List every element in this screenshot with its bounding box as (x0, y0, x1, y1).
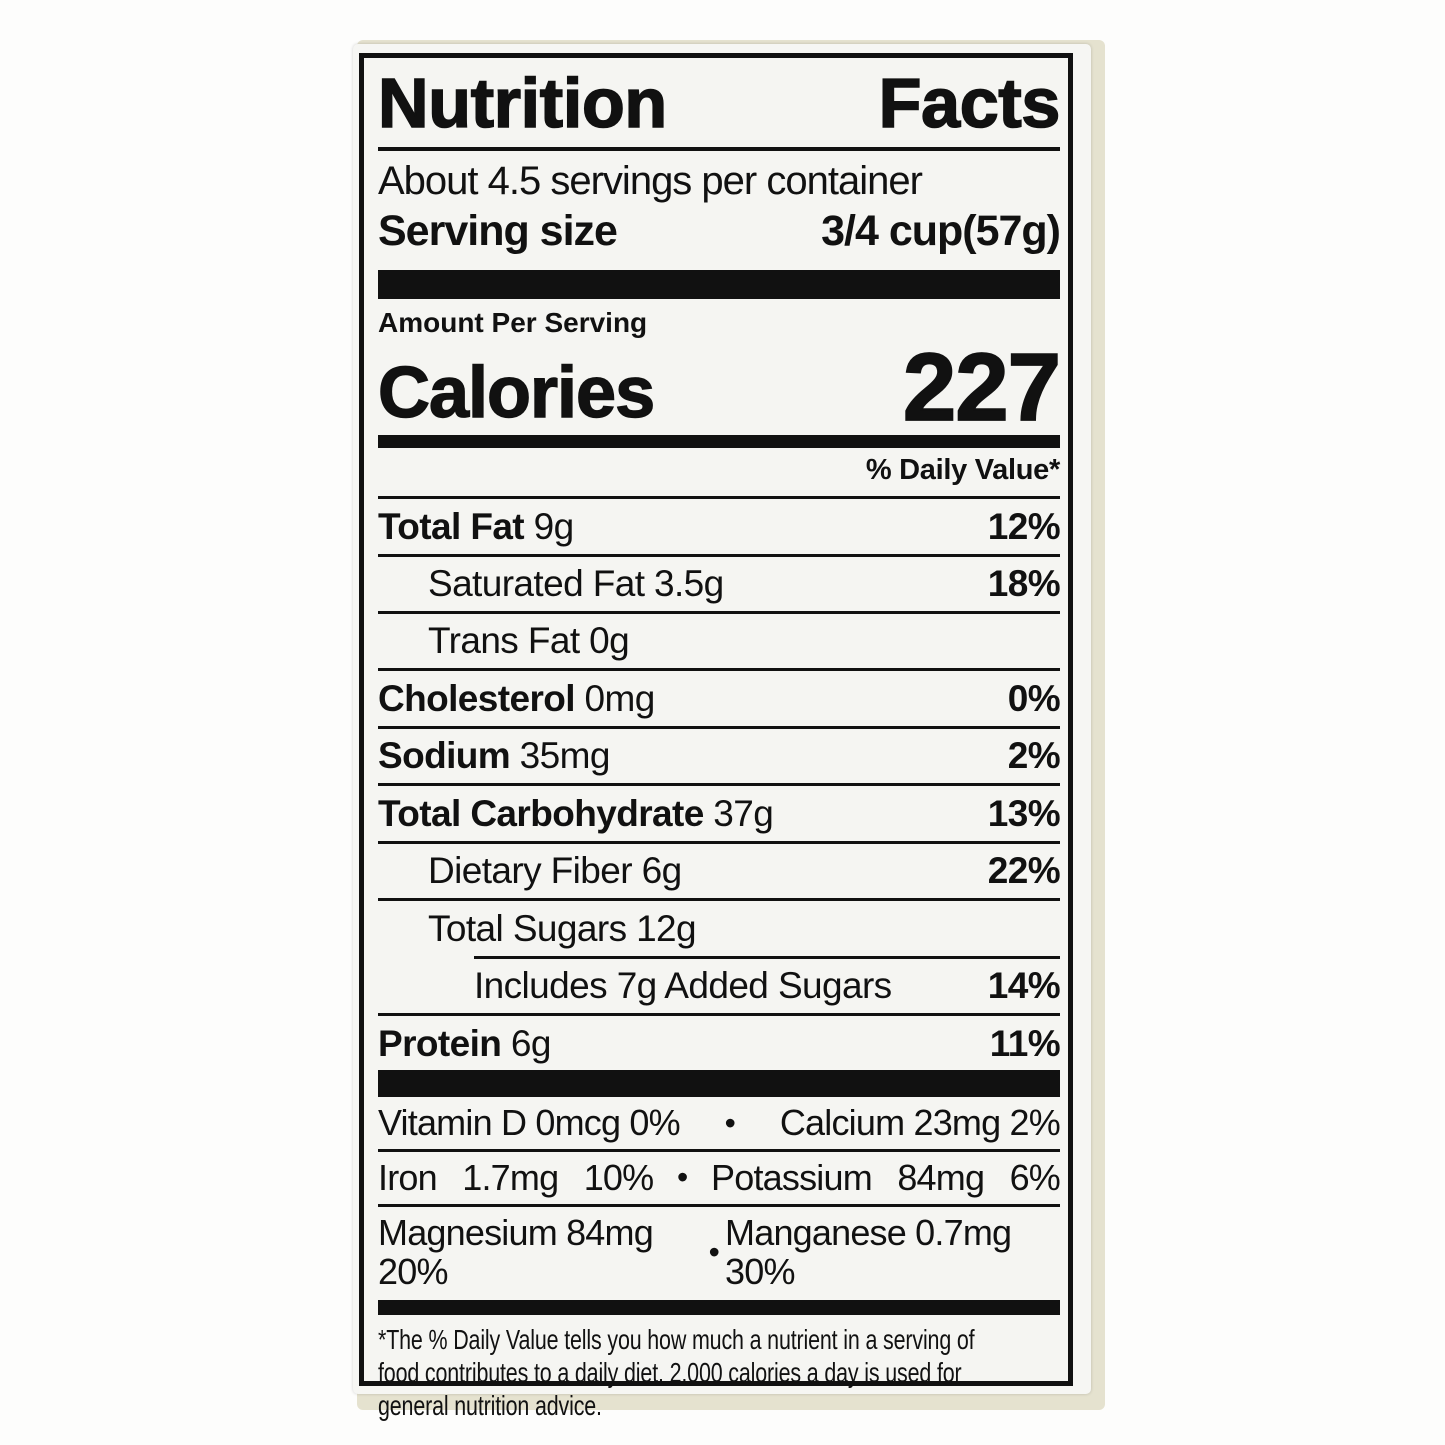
nutrient-amount: 0g (589, 620, 630, 662)
footnote-text: *The % Daily Value tells you how much a … (378, 1323, 1060, 1422)
nutrient-row-total-fat: Total Fat 9g 12% (378, 499, 1061, 553)
bullet-separator: • (677, 1159, 688, 1196)
nutrient-amount: 12g (636, 907, 697, 949)
bullet-separator: • (708, 1233, 720, 1270)
calories-row: Calories 227 (377, 333, 1062, 441)
micronutrient-right: Manganese 0.7mg 30% (725, 1211, 1012, 1293)
title-divider (378, 146, 1060, 151)
divider-bar-thick (378, 1070, 1060, 1098)
nutrient-name: Sodium (378, 735, 511, 777)
amount-per-serving-label: Amount Per Serving (378, 307, 648, 339)
daily-value-header: % Daily Value* (378, 448, 1060, 500)
nutrient-amount: 37g (713, 792, 774, 834)
nutrient-dv: 14% (987, 965, 1061, 1007)
nutrient-name: Total Sugars (428, 907, 627, 949)
nutrition-facts-title: Nutrition Facts (377, 64, 1061, 142)
calories-label: Calories (377, 353, 656, 434)
nutrient-amount: 35mg (519, 735, 611, 777)
nutrient-dv: 0% (1007, 677, 1061, 719)
nutrient-row-added-sugars: Includes 7g Added Sugars 14% (378, 955, 1061, 1013)
nutrient-row-sodium: Sodium 35mg 2% (378, 725, 1061, 783)
nutrient-name: Cholesterol (378, 677, 576, 719)
nutrient-name: Saturated Fat (428, 563, 645, 605)
nutrition-label-border: Nutrition Facts About 4.5 servings per c… (359, 53, 1073, 1421)
nutrient-row-protein: Protein 6g 11% (378, 1013, 1061, 1070)
nutrient-amount: 3.5g (654, 563, 724, 605)
micronutrient-row-magnesium-manganese: Magnesium 84mg 20% • Manganese 0.7mg 30% (378, 1203, 1060, 1298)
nutrient-dv: 13% (987, 792, 1061, 834)
nutrient-amount: 6g (641, 850, 683, 892)
serving-size-label: Serving size (378, 206, 618, 255)
footnote-line: general nutrition advice. (378, 1389, 602, 1421)
nutrient-name: Dietary Fiber (428, 850, 633, 892)
nutrient-row-dietary-fiber: Dietary Fiber 6g 22% (378, 840, 1061, 898)
nutrient-amount: 9g (533, 505, 575, 547)
serving-size-value: 3/4 cup(57g) (821, 206, 1061, 255)
nutrient-dv: 12% (987, 505, 1061, 547)
serving-size-row: Serving size 3/4 cup(57g) (378, 206, 1061, 256)
nutrient-name: Includes 7g Added Sugars (474, 965, 892, 1007)
micronutrient-right: Calcium 23mg 2% (779, 1102, 1061, 1144)
nutrient-dv: 2% (1007, 735, 1061, 777)
divider-bar-medium (378, 1299, 1060, 1315)
nutrient-dv: 18% (987, 563, 1061, 605)
footnote-line: *The % Daily Value tells you how much a … (378, 1323, 975, 1355)
micronutrient-left: Vitamin D 0mcg 0% (378, 1102, 681, 1144)
micronutrient-left: Magnesium 84mg 20% (378, 1211, 654, 1293)
nutrient-row-trans-fat: Trans Fat 0g (378, 610, 1060, 668)
micronutrient-row-iron-potassium: Iron 1.7mg 10% • Potassium 84mg 6% (378, 1149, 1061, 1204)
nutrient-dv: 22% (987, 850, 1061, 892)
nutrient-name: Trans Fat (428, 620, 580, 662)
divider-bar-thick (378, 270, 1060, 300)
footnote-line: food contributes to a daily diet. 2,000 … (378, 1356, 962, 1388)
micronutrient-right: Potassium 84mg 6% (711, 1157, 1061, 1199)
nutrient-name: Total Carbohydrate (378, 792, 704, 834)
nutrient-row-total-carbohydrate: Total Carbohydrate 37g 13% (378, 783, 1061, 840)
bullet-separator: • (724, 1104, 736, 1141)
nutrient-amount: 0mg (584, 677, 656, 719)
nutrient-row-saturated-fat: Saturated Fat 3.5g 18% (378, 553, 1061, 611)
calories-value: 227 (902, 333, 1062, 441)
nutrient-name: Total Fat (378, 505, 525, 547)
nutrition-label-sticker: Nutrition Facts About 4.5 servings per c… (353, 44, 1091, 1421)
divider-bar-medium (378, 435, 1060, 449)
nutrient-dv: 11% (989, 1022, 1061, 1064)
micronutrient-row-vitamind-calcium: Vitamin D 0mcg 0% • Calcium 23mg 2% (378, 1097, 1061, 1149)
micronutrient-left: Iron 1.7mg 10% (378, 1157, 654, 1199)
servings-per-container-text: About 4.5 servings per container (378, 158, 923, 203)
nutrient-row-total-sugars: Total Sugars 12g (378, 898, 1060, 955)
nutrient-name: Protein (378, 1022, 502, 1064)
nutrient-row-cholesterol: Cholesterol 0mg 0% (378, 668, 1061, 725)
nutrient-amount: 6g (510, 1022, 552, 1064)
